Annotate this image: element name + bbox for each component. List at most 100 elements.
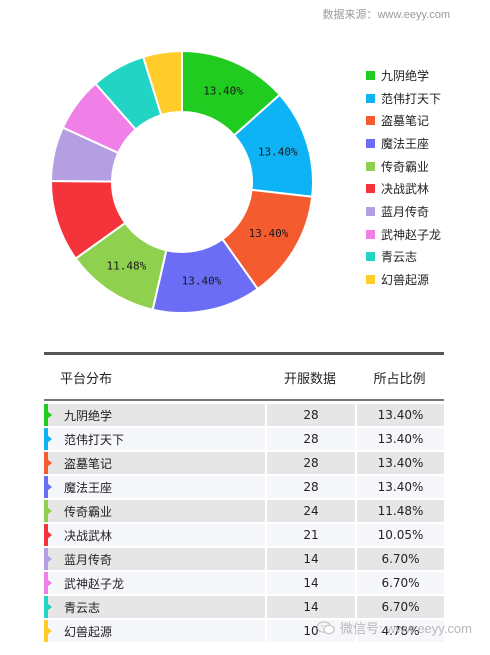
- cell-count: 14: [265, 572, 355, 594]
- cell-platform: 范伟打天下: [44, 428, 265, 450]
- row-marker-icon: [47, 627, 52, 635]
- cell-platform: 魔法王座: [44, 476, 265, 498]
- legend-label: 九阴绝学: [381, 68, 430, 83]
- cell-percent: 6.70%: [355, 548, 444, 570]
- legend-label: 青云志: [381, 250, 418, 265]
- donut-slice: [141, 49, 183, 117]
- row-marker-icon: [47, 507, 52, 515]
- slice-label: 11.48%: [107, 260, 147, 273]
- table-row: 武神赵子龙 14 6.70%: [44, 572, 444, 594]
- table-row: 盗墓笔记 28 13.40%: [44, 452, 444, 474]
- legend-label: 魔法王座: [381, 136, 430, 151]
- header-percent: 所占比例: [373, 371, 426, 387]
- table-top-rule: [44, 352, 444, 355]
- legend-swatch: [366, 116, 375, 126]
- legend-item: 传奇霸业: [366, 155, 441, 178]
- cell-count: 28: [265, 476, 355, 498]
- legend-swatch: [366, 252, 375, 262]
- table-row: 传奇霸业 24 11.48%: [44, 500, 444, 522]
- cell-platform: 决战武林: [44, 524, 265, 546]
- platform-name: 蓝月传奇: [64, 552, 113, 567]
- source-text: 数据来源：www.eeyy.com: [322, 9, 450, 21]
- platform-name: 传奇霸业: [64, 504, 113, 519]
- table-row: 九阴绝学 28 13.40%: [44, 404, 444, 426]
- platform-name: 决战武林: [64, 528, 113, 543]
- cell-platform: 武神赵子龙: [44, 572, 265, 594]
- legend-label: 决战武林: [381, 182, 430, 197]
- header-platform: 平台分布: [60, 371, 113, 387]
- cell-platform: 九阴绝学: [44, 404, 265, 426]
- cell-platform: 蓝月传奇: [44, 548, 265, 570]
- table-row: 青云志 14 6.70%: [44, 596, 444, 618]
- cell-percent: 4.78%: [355, 620, 444, 642]
- cell-percent: 13.40%: [355, 404, 444, 426]
- legend-item: 蓝月传奇: [366, 200, 441, 223]
- legend-item: 武神赵子龙: [366, 223, 441, 246]
- platform-name: 武神赵子龙: [64, 576, 125, 591]
- platform-name: 九阴绝学: [64, 408, 113, 423]
- legend-swatch: [366, 275, 375, 285]
- cell-platform: 传奇霸业: [44, 500, 265, 522]
- row-marker-icon: [47, 603, 52, 611]
- table-body: 九阴绝学 28 13.40% 范伟打天下 28 13.40% 盗墓笔记 28 13.40% 魔法王…: [44, 404, 444, 642]
- cell-percent: 6.70%: [355, 596, 444, 618]
- cell-percent: 11.48%: [355, 500, 444, 522]
- legend-swatch: [366, 206, 375, 216]
- legend-item: 范伟打天下: [366, 87, 441, 110]
- legend-label: 蓝月传奇: [381, 204, 430, 219]
- legend-swatch: [366, 70, 375, 80]
- legend-label: 幻兽起源: [381, 273, 430, 288]
- cell-count: 14: [265, 596, 355, 618]
- table-row: 魔法王座 28 13.40%: [44, 476, 444, 498]
- wechat-icon: [317, 620, 335, 634]
- platform-name: 范伟打天下: [64, 432, 125, 447]
- legend-label: 武神赵子龙: [381, 227, 442, 242]
- cell-count: 28: [265, 404, 355, 426]
- cell-platform: 盗墓笔记: [44, 452, 265, 474]
- slice-label: 13.40%: [249, 227, 289, 240]
- cell-count: 14: [265, 548, 355, 570]
- chart-legend: 九阴绝学范伟打天下盗墓笔记魔法王座传奇霸业决战武林蓝月传奇武神赵子龙青云志幻兽起…: [366, 64, 441, 291]
- row-marker-icon: [47, 483, 52, 491]
- row-marker-icon: [47, 411, 52, 419]
- platform-name: 幻兽起源: [64, 624, 113, 639]
- donut-chart: 13.40% 13.40% 13.40% 13.40% 11.48%: [49, 49, 314, 314]
- legend-swatch: [366, 184, 375, 194]
- cell-platform: 青云志: [44, 596, 265, 618]
- cell-percent: 6.70%: [355, 572, 444, 594]
- legend-item: 青云志: [366, 246, 441, 269]
- cell-platform: 幻兽起源: [44, 620, 265, 642]
- legend-item: 九阴绝学: [366, 64, 441, 87]
- table-row: 决战武林 21 10.05%: [44, 524, 444, 546]
- cell-count: 21: [265, 524, 355, 546]
- slice-label: 13.40%: [258, 146, 298, 159]
- row-marker-icon: [47, 459, 52, 467]
- table-row: 蓝月传奇 14 6.70%: [44, 548, 444, 570]
- slice-label: 13.40%: [182, 275, 222, 288]
- platform-name: 青云志: [64, 600, 101, 615]
- cell-percent: 10.05%: [355, 524, 444, 546]
- row-marker-icon: [47, 531, 52, 539]
- slice-label: 13.40%: [203, 84, 243, 97]
- cell-count: 28: [265, 428, 355, 450]
- legend-swatch: [366, 229, 375, 239]
- row-marker-icon: [47, 579, 52, 587]
- legend-label: 传奇霸业: [381, 159, 430, 174]
- legend-item: 盗墓笔记: [366, 109, 441, 132]
- row-marker-icon: [47, 555, 52, 563]
- legend-label: 范伟打天下: [381, 91, 442, 106]
- platform-name: 魔法王座: [64, 480, 113, 495]
- legend-label: 盗墓笔记: [381, 114, 430, 129]
- table-row: 幻兽起源 10 4.78%: [44, 620, 444, 642]
- cell-count: 24: [265, 500, 355, 522]
- legend-swatch: [366, 138, 375, 148]
- cell-percent: 13.40%: [355, 452, 444, 474]
- watermark-text: 微信号: www.eeyy.com: [340, 621, 472, 636]
- legend-swatch: [366, 161, 375, 171]
- table-row: 范伟打天下 28 13.40%: [44, 428, 444, 450]
- legend-swatch: [366, 93, 375, 103]
- legend-item: 决战武林: [366, 177, 441, 200]
- cell-percent: 13.40%: [355, 476, 444, 498]
- header-count: 开服数据: [283, 371, 336, 387]
- platform-name: 盗墓笔记: [64, 456, 113, 471]
